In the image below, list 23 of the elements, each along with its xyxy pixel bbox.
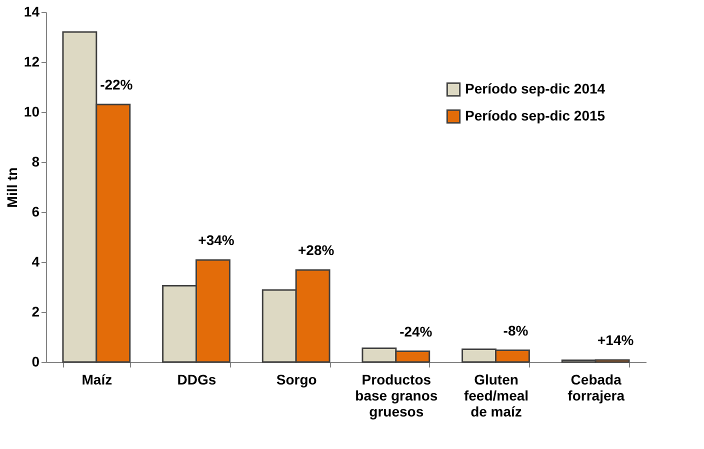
annotation: -22% — [100, 76, 134, 92]
x-tick-label: Maíz — [82, 372, 112, 388]
annotation: -24% — [400, 323, 433, 340]
annotation: +34% — [198, 232, 235, 248]
legend-label: Período sep-dic 2014 — [465, 80, 606, 96]
x-tick-label: DDGs — [177, 372, 216, 388]
y-tick-label: 4 — [32, 254, 40, 270]
y-tick-label: 2 — [32, 304, 40, 320]
y-tick-label: 8 — [32, 154, 40, 170]
y-axis-title: Mill tn — [4, 167, 20, 208]
y-tick-label: 10 — [24, 104, 40, 120]
x-tick-label: Gluten feed/meal de maíz — [464, 372, 529, 420]
x-tick-label: Sorgo — [276, 372, 317, 388]
y-tick-label: 0 — [32, 354, 40, 370]
x-tick-label: Productos base granos gruesos — [355, 372, 438, 420]
x-tick-label: Cebada forrajera — [568, 372, 625, 404]
y-tick-label: 12 — [24, 54, 40, 70]
legend-label: Período sep-dic 2015 — [465, 108, 606, 124]
annotation: +28% — [298, 242, 335, 258]
y-tick-label: 6 — [32, 204, 40, 220]
annotation: +14% — [597, 332, 634, 348]
annotation: -8% — [503, 322, 529, 338]
y-tick-label: 14 — [24, 4, 40, 20]
